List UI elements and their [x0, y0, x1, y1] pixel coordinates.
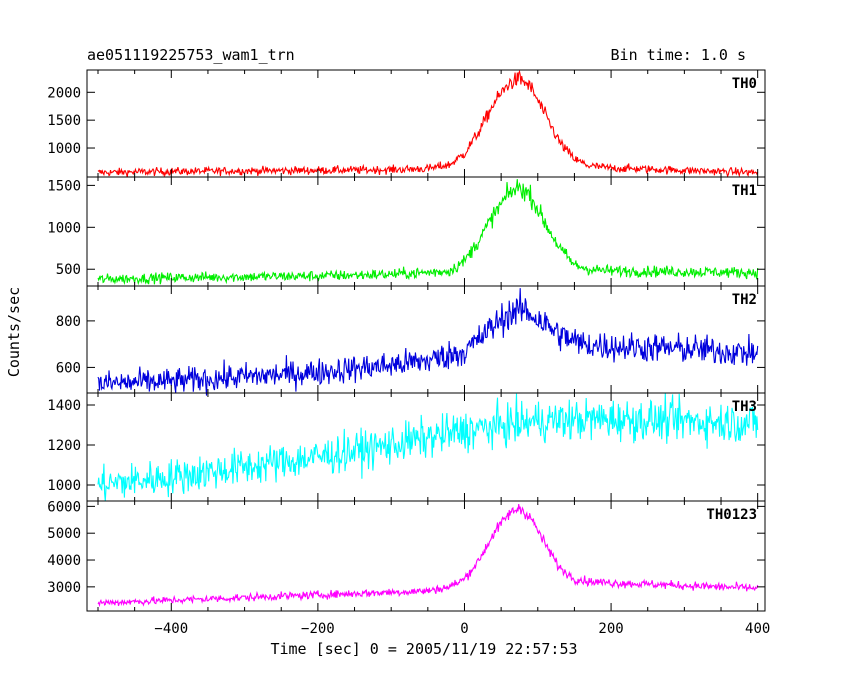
y-tick-label: 2000	[47, 85, 81, 101]
x-tick-label: 0	[460, 621, 468, 637]
y-tick-label: 500	[56, 262, 81, 278]
y-tick-label: 1500	[47, 178, 81, 194]
series-line-th0123	[97, 504, 759, 608]
series-line-th1	[97, 179, 759, 286]
series-label-th2: TH2	[732, 292, 757, 308]
series-line-th2	[97, 288, 759, 396]
y-tick-label: 4000	[47, 553, 81, 569]
chart-title: ae051119225753_wam1_trn	[87, 46, 295, 64]
x-tick-label: −400	[154, 621, 188, 637]
panel-frame	[86, 69, 766, 178]
y-tick-label: 1200	[47, 438, 81, 454]
y-tick-label: 1400	[47, 398, 81, 414]
y-tick-label: 1000	[47, 478, 81, 494]
x-tick-label: 400	[745, 621, 770, 637]
panel-frame	[86, 176, 766, 287]
series-line-th0	[97, 69, 759, 178]
y-tick-label: 6000	[47, 499, 81, 515]
y-tick-label: 1000	[47, 141, 81, 157]
series-line-th3	[97, 392, 759, 502]
y-tick-label: 5000	[47, 526, 81, 542]
bin-time-label: Bin time: 1.0 s	[611, 46, 746, 64]
y-axis-label: Counts/sec	[5, 287, 23, 377]
y-tick-label: 3000	[47, 580, 81, 596]
panel-frame	[86, 500, 766, 612]
x-tick-label: −200	[301, 621, 335, 637]
series-label-th3: TH3	[732, 399, 757, 415]
x-axis-label: Time [sec] 0 = 2005/11/19 22:57:53	[270, 640, 577, 658]
y-tick-label: 1500	[47, 113, 81, 129]
y-tick-label: 1000	[47, 220, 81, 236]
series-label-th1: TH1	[732, 183, 757, 199]
series-label-th0123: TH0123	[706, 507, 757, 523]
series-label-th0: TH0	[732, 76, 757, 92]
y-tick-label: 600	[56, 360, 81, 376]
x-tick-label: 200	[598, 621, 623, 637]
y-tick-label: 800	[56, 314, 81, 330]
